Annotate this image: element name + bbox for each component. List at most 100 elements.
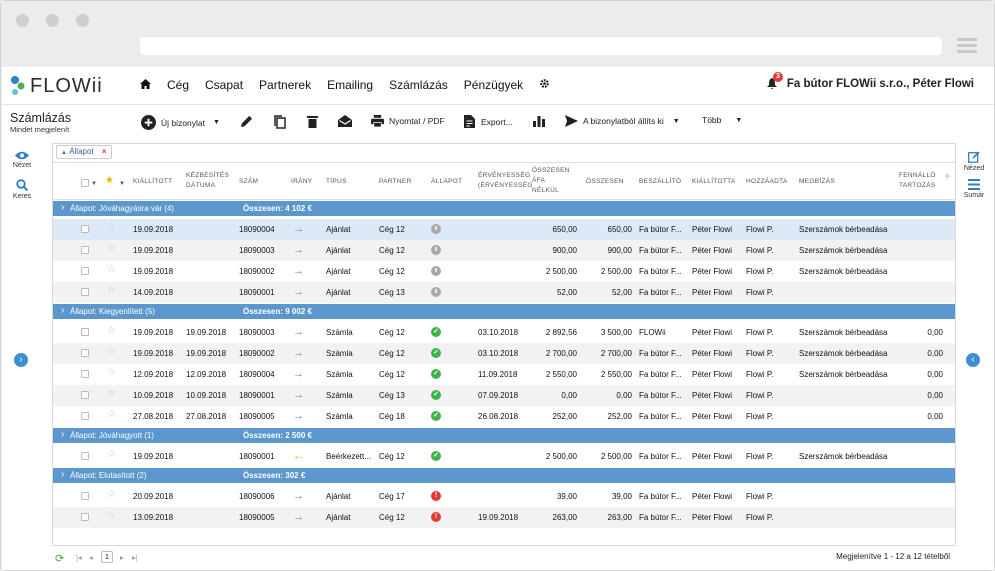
col-number[interactable]: SZÁM bbox=[239, 178, 259, 185]
row-checkbox[interactable] bbox=[81, 412, 89, 420]
col-partner[interactable]: PARTNER bbox=[379, 178, 412, 185]
table-row[interactable]: ☆ 12.09.2018 12.09.2018 18090004 Számla Cég 1… bbox=[53, 364, 955, 385]
group-header-row[interactable]: › Állapot: Jóváhagyott (1) Összesen: 2 500… bbox=[53, 428, 955, 443]
nav-item-emailing[interactable]: Emailing bbox=[327, 78, 374, 92]
home-icon[interactable] bbox=[140, 78, 151, 92]
window-close-dot[interactable] bbox=[16, 14, 29, 27]
window-minimize-dot[interactable] bbox=[46, 14, 59, 27]
statistics-button[interactable] bbox=[533, 115, 545, 127]
col-issued[interactable]: KIÁLLÍTOTT bbox=[133, 178, 173, 185]
group-expand-chevron-icon[interactable]: › bbox=[61, 429, 65, 440]
table-row[interactable]: ☆ 10.09.2018 10.09.2018 18090001 Számla Cég 1… bbox=[53, 385, 955, 406]
nav-item-team[interactable]: Csapat bbox=[205, 78, 244, 92]
nav-item-invoicing[interactable]: Számlázás bbox=[389, 78, 448, 92]
favorite-star-icon[interactable]: ☆ bbox=[107, 388, 116, 399]
favorite-star-icon[interactable]: ☆ bbox=[107, 409, 116, 420]
row-checkbox[interactable] bbox=[81, 246, 89, 254]
next-page-icon[interactable]: ▸ bbox=[120, 553, 124, 562]
col-delivery[interactable]: KÉZBESÍTÉS DÁTUMA bbox=[186, 171, 229, 191]
col-type[interactable]: TÍPUS bbox=[326, 178, 347, 185]
window-maximize-dot[interactable] bbox=[76, 14, 89, 27]
more-dropdown[interactable]: Több ▼ bbox=[702, 115, 742, 125]
group-header-row[interactable]: › Állapot: Jóváhagyásra vár (4) Összesen: … bbox=[53, 201, 955, 216]
col-issuer[interactable]: KIÁLLÍTOTTA bbox=[692, 178, 736, 185]
col-validity[interactable]: ÉRVÉNYESSÉG (ÉRVÉNYESSÉG bbox=[478, 171, 533, 191]
favorite-menu-chevron-icon[interactable]: ▼ bbox=[119, 181, 126, 187]
row-checkbox[interactable] bbox=[81, 492, 89, 500]
favorite-star-icon[interactable]: ☆ bbox=[107, 367, 116, 378]
summary-button[interactable]: Sumár bbox=[954, 179, 994, 199]
browser-menu-icon[interactable] bbox=[957, 38, 977, 54]
delete-button[interactable] bbox=[307, 115, 318, 128]
page-subtitle[interactable]: Mindet megjelenít bbox=[10, 125, 70, 134]
new-document-button[interactable]: Új bizonylat ▼ bbox=[141, 115, 220, 130]
email-button[interactable] bbox=[338, 115, 352, 127]
col-added-by[interactable]: HOZZÁADTA bbox=[746, 178, 788, 185]
logo[interactable]: FLOWii bbox=[10, 73, 103, 99]
edit-button[interactable] bbox=[240, 115, 253, 128]
favorite-star-icon[interactable]: ☆ bbox=[107, 510, 116, 521]
nav-item-partners[interactable]: Partnerek bbox=[259, 78, 312, 92]
row-checkbox[interactable] bbox=[81, 328, 89, 336]
row-checkbox[interactable] bbox=[81, 370, 89, 378]
refresh-icon[interactable]: ⟳ bbox=[55, 553, 65, 565]
col-status[interactable]: ÁLLAPOT bbox=[431, 178, 463, 185]
col-total[interactable]: ÖSSZESEN bbox=[586, 178, 624, 185]
settings-gear-icon[interactable] bbox=[539, 78, 550, 92]
copy-button[interactable] bbox=[274, 115, 286, 129]
favorite-star-header-icon[interactable]: ★ bbox=[105, 175, 115, 186]
remove-filter-close-icon[interactable]: × bbox=[101, 147, 107, 156]
current-page-number[interactable]: 1 bbox=[101, 551, 113, 563]
search-panel-button[interactable]: Keres bbox=[2, 179, 42, 200]
table-row[interactable]: ☆ 19.09.2018 19.09.2018 18090003 Számla Cég 1… bbox=[53, 322, 955, 343]
last-page-icon[interactable]: ▸| bbox=[132, 553, 138, 562]
favorite-star-icon[interactable]: ☆ bbox=[107, 264, 116, 275]
favorite-star-icon[interactable]: ☆ bbox=[107, 325, 116, 336]
table-row[interactable]: ☆ 14.09.2018 18090001 Ajánlat Cég 13 52,00 52,… bbox=[53, 282, 955, 303]
col-net-without-vat[interactable]: ÖSSZESEN ÁFA NÉLKÜL bbox=[532, 166, 570, 196]
row-checkbox[interactable] bbox=[81, 267, 89, 275]
table-row[interactable]: ☆ 20.09.2018 18090006 Ajánlat Cég 17 39,00 39,… bbox=[53, 486, 955, 507]
favorite-star-icon[interactable]: ☆ bbox=[107, 243, 116, 254]
filter-chip-status[interactable]: ▲ Állapot × bbox=[56, 145, 112, 159]
col-supplier[interactable]: BESZÁLLÍTÓ bbox=[639, 178, 682, 185]
expand-left-chevron-icon[interactable]: › bbox=[14, 353, 28, 367]
collapse-right-chevron-icon[interactable]: ‹ bbox=[966, 353, 980, 367]
address-bar[interactable] bbox=[140, 37, 942, 55]
table-row[interactable]: ☆ 19.09.2018 19.09.2018 18090002 Számla Cég 1… bbox=[53, 343, 955, 364]
user-company-name[interactable]: Fa bútor FLOWii s.r.o., Péter Flowi bbox=[786, 78, 974, 90]
first-page-icon[interactable]: |◂ bbox=[76, 553, 82, 562]
export-button[interactable]: Export... bbox=[464, 115, 513, 128]
row-checkbox[interactable] bbox=[81, 349, 89, 357]
row-checkbox[interactable] bbox=[81, 288, 89, 296]
view-details-button[interactable]: Nézed bbox=[954, 151, 994, 172]
col-direction[interactable]: IRÁNY bbox=[291, 178, 313, 185]
add-column-plus-icon[interactable]: + bbox=[944, 169, 952, 183]
group-header-row[interactable]: › Állapot: Elutasított (2) Összesen: 302 € bbox=[53, 468, 955, 483]
col-order[interactable]: MEGBÍZÁS bbox=[799, 178, 835, 185]
favorite-star-icon[interactable]: ☆ bbox=[107, 346, 116, 357]
row-checkbox[interactable] bbox=[81, 225, 89, 233]
notifications-bell-icon[interactable]: 3 bbox=[766, 72, 783, 90]
table-row[interactable]: ☆ 19.09.2018 18090003 Ajánlat Cég 12 900,00 90… bbox=[53, 240, 955, 261]
group-expand-chevron-icon[interactable]: › bbox=[61, 305, 65, 316]
group-header-row[interactable]: › Állapot: Kiegyenlített (5) Összesen: 9 0… bbox=[53, 304, 955, 319]
table-row[interactable]: ☆ 19.09.2018 18090004 Ajánlat Cég 12 650,00 65… bbox=[53, 219, 955, 240]
group-expand-chevron-icon[interactable]: › bbox=[61, 469, 65, 480]
nav-item-company[interactable]: Cég bbox=[167, 78, 190, 92]
create-from-document-button[interactable]: A bizonylatból állíts ki ▼ bbox=[565, 115, 680, 127]
print-pdf-button[interactable]: Nyomtat / PDF bbox=[371, 115, 445, 127]
favorite-star-icon[interactable]: ☆ bbox=[107, 285, 116, 296]
group-expand-chevron-icon[interactable]: › bbox=[61, 202, 65, 213]
table-row[interactable]: ☆ 27.08.2018 27.08.2018 18090005 Számla Cég 1… bbox=[53, 406, 955, 427]
favorite-star-icon[interactable]: ☆ bbox=[107, 489, 116, 500]
row-checkbox[interactable] bbox=[81, 452, 89, 460]
col-remaining[interactable]: FENNÁLLÓ TARTOZÁS bbox=[899, 171, 936, 191]
favorite-star-icon[interactable]: ☆ bbox=[107, 222, 116, 233]
table-row[interactable]: ☆ 13.09.2018 18090005 Ajánlat Cég 12 19.09.20… bbox=[53, 507, 955, 528]
table-row[interactable]: ☆ 19.09.2018 18090001 Beérkezett... Cég 12 2 … bbox=[53, 446, 955, 467]
row-checkbox[interactable] bbox=[81, 513, 89, 521]
prev-page-icon[interactable]: ◂ bbox=[89, 553, 93, 562]
row-checkbox[interactable] bbox=[81, 391, 89, 399]
select-all-checkbox[interactable] bbox=[81, 179, 89, 187]
